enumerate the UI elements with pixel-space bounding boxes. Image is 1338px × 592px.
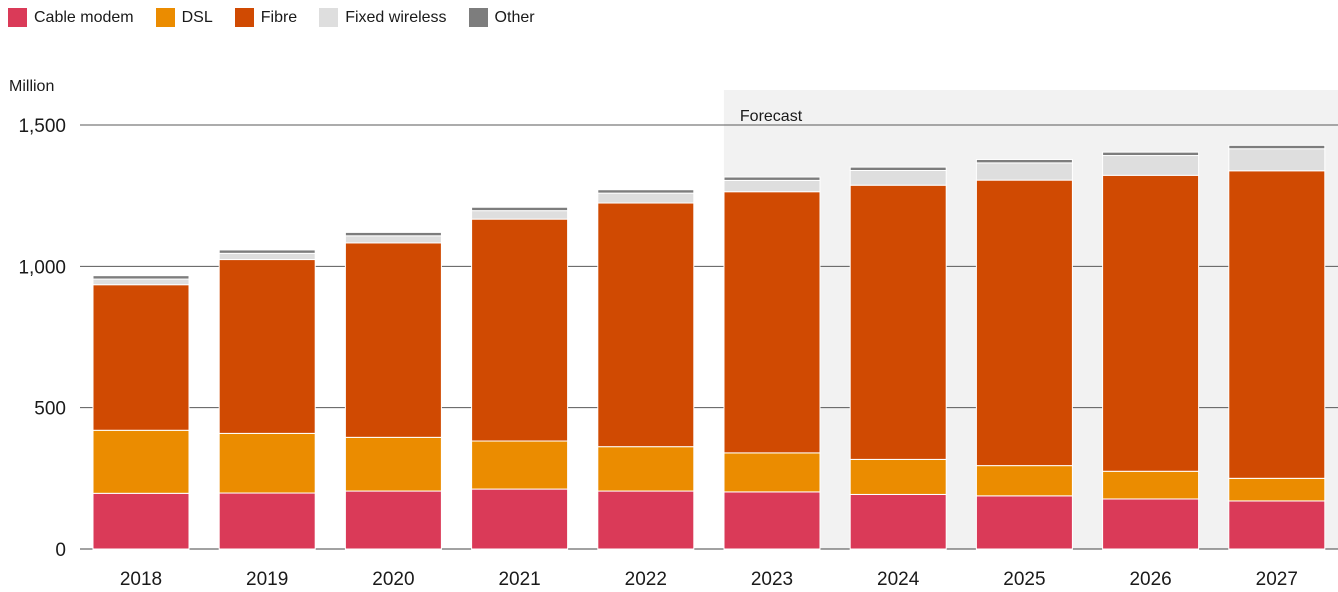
bar-fibre-2019 [218,259,316,434]
bar-stack-2026 [1102,151,1200,550]
legend-item-fibre: Fibre [234,8,298,27]
bar-dsl-2025 [975,465,1073,497]
bar-fixed-wireless-2024 [849,170,947,186]
bar-fibre-2020 [344,242,442,438]
bar-other-2020 [344,231,442,237]
bar-cable-modem-2026 [1102,498,1200,550]
bar-stack-2024 [849,166,947,550]
bar-cable-modem-2018 [92,492,190,550]
legend-swatch-other [468,8,488,27]
bar-fibre-2027 [1228,170,1326,479]
bar-other-2025 [975,158,1073,164]
y-tick-label-0: 0 [55,540,66,561]
bar-dsl-2020 [344,436,442,492]
x-tick-label-2025: 2025 [1003,569,1045,590]
bar-fixed-wireless-2019 [218,252,316,261]
bar-fibre-2023 [723,191,821,454]
forecast-label: Forecast [740,108,803,125]
bar-fibre-2024 [849,184,947,460]
bar-dsl-2018 [92,429,190,494]
x-tick-label-2021: 2021 [498,569,540,590]
bar-dsl-2026 [1102,470,1200,500]
x-tick-label-2023: 2023 [751,569,793,590]
bar-stack-2025 [975,158,1073,550]
bar-stack-2022 [597,189,695,550]
bar-fibre-2025 [975,179,1073,467]
bar-fixed-wireless-2027 [1228,148,1326,172]
legend-swatch-cable-modem [8,8,27,27]
bar-other-2023 [723,176,821,181]
legend-item-cable-modem: Cable modem [8,8,134,27]
bar-cable-modem-2021 [471,488,569,550]
bar-dsl-2024 [849,458,947,495]
bar-cable-modem-2024 [849,493,947,550]
bar-dsl-2021 [471,440,569,490]
bar-cable-modem-2023 [723,491,821,550]
bar-fibre-2021 [471,218,569,442]
legend-label-fixed-wireless: Fixed wireless [345,8,447,26]
bar-stack-2023 [723,176,821,550]
bar-cable-modem-2019 [218,492,316,550]
x-tick-label-2026: 2026 [1129,569,1171,590]
bar-stack-2019 [218,249,316,550]
bar-other-2024 [849,166,947,172]
bar-stack-2021 [471,206,569,550]
bar-other-2019 [218,249,316,254]
bar-fixed-wireless-2020 [344,235,442,244]
bar-stack-2027 [1228,144,1326,550]
bar-dsl-2023 [723,452,821,493]
legend-label-cable-modem: Cable modem [34,8,134,26]
bar-fixed-wireless-2026 [1102,155,1200,176]
bar-other-2022 [597,189,695,194]
legend-label-other: Other [494,8,535,26]
bar-cable-modem-2027 [1228,500,1326,550]
bar-fixed-wireless-2025 [975,162,1073,181]
bar-cable-modem-2025 [975,495,1073,550]
x-tick-label-2018: 2018 [120,569,162,590]
legend-label-fibre: Fibre [260,8,298,26]
bar-other-2018 [92,275,190,280]
bar-dsl-2027 [1228,477,1326,502]
bar-fixed-wireless-2018 [92,278,190,286]
bar-other-2027 [1228,144,1326,150]
legend-swatch-dsl [155,8,175,27]
x-tick-label-2027: 2027 [1256,569,1298,590]
bar-fixed-wireless-2022 [597,192,695,204]
x-tick-label-2024: 2024 [877,569,920,590]
bar-dsl-2022 [597,446,695,492]
x-tick-label-2022: 2022 [625,569,667,590]
bar-other-2021 [471,206,569,212]
y-tick-label-500: 500 [34,399,66,420]
bar-fibre-2018 [92,284,190,431]
bar-cable-modem-2020 [344,490,442,550]
x-tick-label-2019: 2019 [246,569,288,590]
bar-fixed-wireless-2023 [723,179,821,193]
bar-dsl-2019 [218,432,316,494]
y-tick-label-1500: 1,500 [18,116,66,137]
bar-stack-2020 [344,231,442,550]
bar-fixed-wireless-2021 [471,210,569,220]
x-tick-label-2020: 2020 [372,569,414,590]
legend-swatch-fibre [234,8,254,27]
y-axis-label: Million [9,78,54,95]
bar-fibre-2022 [597,202,695,448]
bar-other-2026 [1102,151,1200,157]
legend-swatch-fixed-wireless [319,8,339,27]
y-tick-label-1000: 1,000 [18,257,66,278]
bar-fibre-2026 [1102,174,1200,472]
legend-item-other: Other [468,8,535,27]
bar-stack-2018 [92,275,190,550]
legend-label-dsl: DSL [181,8,213,26]
legend: Cable modem DSL Fibre Fixed wireless Oth… [8,8,535,27]
bar-cable-modem-2022 [597,490,695,550]
legend-item-dsl: DSL [155,8,213,27]
legend-item-fixed-wireless: Fixed wireless [319,8,447,27]
